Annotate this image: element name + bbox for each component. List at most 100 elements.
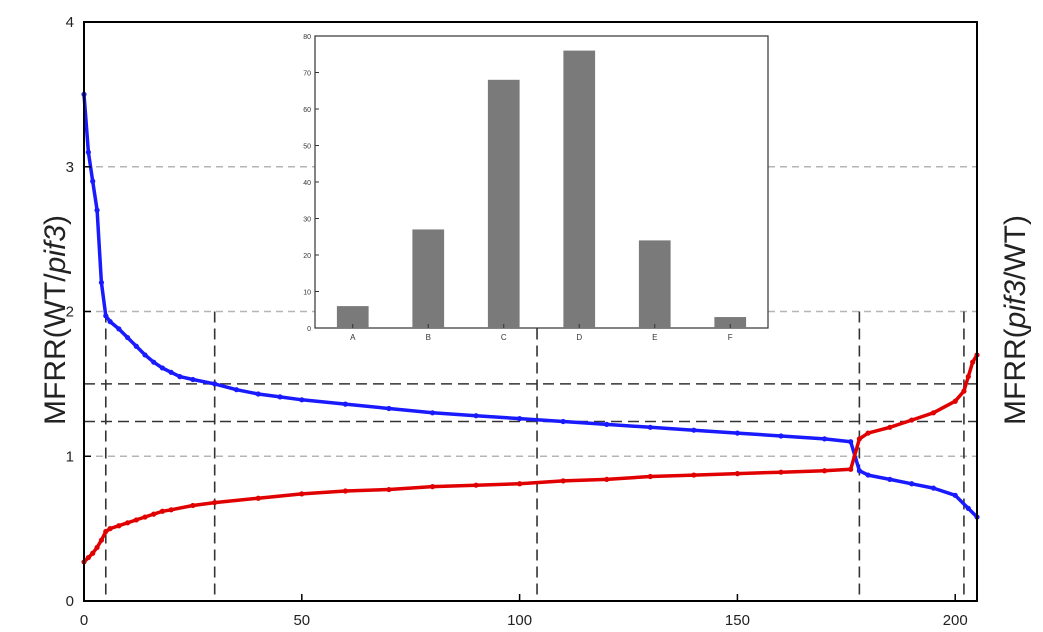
- data-point: [865, 472, 871, 478]
- data-point: [473, 413, 479, 419]
- data-point: [124, 334, 131, 341]
- data-point: [848, 466, 854, 472]
- data-point: [386, 405, 392, 412]
- inset-x-tick-label: E: [652, 333, 657, 342]
- data-point: [865, 430, 871, 436]
- data-point: [190, 502, 196, 509]
- data-point: [909, 481, 915, 487]
- data-point: [965, 505, 971, 511]
- data-point: [85, 149, 91, 155]
- inset-y-tick-label: 60: [303, 107, 311, 114]
- x-tick-label: 50: [293, 612, 310, 629]
- inset-x-tick-label: C: [501, 333, 507, 342]
- data-point: [821, 436, 828, 442]
- data-point: [647, 473, 653, 480]
- data-point: [604, 476, 610, 483]
- inset-y-tick-label: 20: [303, 253, 311, 260]
- data-point: [821, 468, 828, 474]
- data-point: [90, 550, 96, 556]
- data-point: [930, 410, 937, 416]
- data-point: [909, 417, 915, 423]
- inset-x-tick-label: A: [350, 333, 356, 342]
- data-point: [168, 369, 174, 375]
- data-point: [107, 319, 113, 325]
- data-point: [233, 387, 240, 393]
- inset-y-tick-label: 30: [303, 217, 311, 224]
- data-point: [142, 352, 148, 358]
- y-tick-label: 2: [66, 304, 74, 321]
- y-tick-label: 1: [66, 448, 74, 465]
- data-point: [691, 427, 697, 433]
- inset-bar: [412, 229, 445, 328]
- y-axis-title-left: MFRR(WT/pif3): [39, 215, 72, 425]
- inset-bar: [563, 50, 596, 328]
- inset-x-tick-label: B: [426, 333, 431, 342]
- data-point: [159, 508, 166, 514]
- data-point: [299, 397, 305, 403]
- x-tick-label: 150: [725, 612, 750, 629]
- main-series: [81, 91, 980, 565]
- y-tick-label: 3: [66, 159, 74, 176]
- data-point: [856, 468, 862, 474]
- inset-bar: [714, 317, 747, 328]
- data-point: [970, 359, 976, 365]
- data-point: [90, 178, 96, 184]
- data-point: [965, 374, 971, 380]
- data-point: [133, 517, 139, 523]
- data-point: [151, 359, 157, 365]
- data-point: [429, 484, 436, 490]
- data-point: [212, 499, 218, 506]
- data-point: [887, 476, 893, 483]
- data-point: [212, 381, 218, 387]
- data-point: [168, 507, 174, 513]
- data-point: [647, 424, 653, 430]
- data-point: [952, 492, 958, 498]
- data-point: [98, 537, 105, 543]
- data-point: [255, 495, 261, 501]
- inset-x-tick-label: D: [576, 333, 582, 342]
- data-point: [887, 424, 893, 430]
- data-point: [848, 439, 854, 445]
- data-point: [142, 514, 148, 520]
- inset-bar: [487, 79, 520, 328]
- data-point: [342, 488, 348, 494]
- data-point: [98, 279, 105, 286]
- data-point: [517, 481, 523, 487]
- data-point: [473, 482, 479, 488]
- inset-bar: [336, 306, 369, 328]
- reference-lines: [84, 311, 977, 601]
- y-tick-label: 4: [66, 14, 74, 31]
- data-point: [604, 421, 610, 428]
- data-point: [778, 469, 784, 475]
- data-point: [190, 376, 196, 383]
- x-tick-label: 100: [507, 612, 532, 629]
- data-point: [133, 343, 139, 349]
- data-point: [116, 326, 122, 332]
- y-axis-title-right: MFRR(pif3/WT): [999, 215, 1032, 425]
- data-point: [691, 472, 697, 478]
- data-point: [342, 401, 348, 407]
- inset-bar: [638, 240, 671, 328]
- x-tick-label: 0: [80, 612, 88, 629]
- inset-y-tick-label: 80: [303, 34, 311, 41]
- data-point: [517, 416, 523, 422]
- data-point: [255, 391, 261, 397]
- inset-y-tick-label: 40: [303, 180, 311, 187]
- inset-y-tick-label: 50: [303, 144, 311, 151]
- data-point: [952, 398, 958, 404]
- data-point: [159, 365, 166, 371]
- data-point: [429, 410, 436, 416]
- inset-y-tick-label: 10: [303, 290, 311, 297]
- inset-x-tick-label: F: [728, 333, 733, 342]
- data-point: [103, 313, 109, 319]
- data-point: [560, 478, 566, 484]
- data-point: [734, 471, 741, 477]
- data-point: [94, 544, 100, 551]
- data-point: [778, 433, 784, 439]
- data-point: [856, 436, 862, 442]
- x-tick-label: 200: [943, 612, 968, 629]
- data-point: [85, 554, 91, 561]
- inset-y-tick-label: 70: [303, 71, 311, 78]
- inset-y-tick-label: 0: [307, 326, 311, 333]
